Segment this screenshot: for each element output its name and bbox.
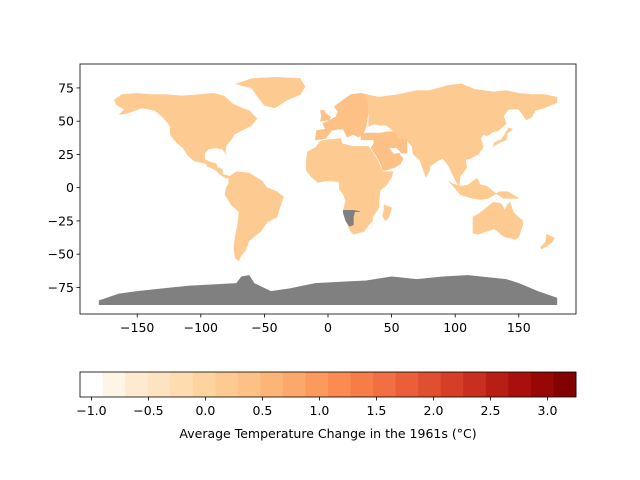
colorbar-tick-label: 0.5: [252, 403, 272, 418]
colorbar-tick-label: 0.0: [195, 403, 215, 418]
region-africa: [306, 138, 394, 235]
colorbar-label: Average Temperature Change in the 1961s …: [179, 426, 476, 441]
colorbar: −1.0 −0.5 0.0 0.5 1.0 1.5 2.0 2.5 3.0 Average Te…: [76, 371, 577, 441]
colorbar-tick-label: 1.5: [367, 403, 387, 418]
region-greenland: [236, 77, 306, 109]
colorbar-ticks: −1.0 −0.5 0.0 0.5 1.0 1.5 2.0 2.5 3.0: [76, 397, 557, 418]
y-tick-label: 0: [66, 180, 74, 195]
colorbar-tick-label: 3.0: [538, 403, 558, 418]
x-tick-label: −150: [120, 320, 154, 335]
colorbar-tick-label: 1.0: [310, 403, 330, 418]
x-tick-label: 0: [324, 320, 332, 335]
colorbar-bin: [215, 372, 239, 397]
map-land: [98, 77, 558, 306]
y-axis-ticks: 75 50 25 0 −25 −50 −75: [48, 80, 80, 295]
colorbar-bin: [305, 372, 329, 397]
colorbar-tick-label: 2.0: [424, 403, 444, 418]
colorbar-bin: [440, 372, 464, 397]
colorbar-bin: [237, 372, 261, 397]
colorbar-tick-label: 2.5: [481, 403, 501, 418]
x-axis-ticks: −150 −100 −50 0 50 100 150: [120, 314, 531, 335]
y-tick-label: 25: [58, 147, 74, 162]
region-antarctica: [98, 275, 558, 306]
colorbar-bin: [418, 372, 442, 397]
colorbar-bin: [102, 372, 126, 397]
region-namibia: [342, 210, 361, 227]
colorbar-bin: [350, 372, 374, 397]
x-tick-label: −100: [184, 320, 218, 335]
colorbar-bin: [282, 372, 306, 397]
y-tick-label: 75: [58, 80, 74, 95]
colorbar-bin: [530, 372, 554, 397]
colorbar-bin: [508, 372, 532, 397]
colorbar-bins: [80, 372, 577, 397]
region-madagascar: [382, 204, 392, 222]
colorbar-bin: [395, 372, 419, 397]
region-australia: [472, 202, 523, 240]
x-tick-label: 50: [384, 320, 400, 335]
colorbar-bin: [328, 372, 351, 397]
colorbar-bin: [80, 372, 103, 397]
colorbar-tick-label: −0.5: [133, 403, 163, 418]
region-central-america: [204, 159, 231, 179]
y-tick-label: −75: [48, 280, 74, 295]
y-tick-label: −25: [48, 213, 74, 228]
region-indonesia: [448, 178, 520, 200]
colorbar-bin: [373, 372, 397, 397]
region-north-america: [114, 93, 258, 164]
x-tick-label: 100: [443, 320, 467, 335]
colorbar-bin: [553, 372, 577, 397]
region-asia: [378, 114, 499, 187]
region-new-zealand: [540, 233, 555, 250]
colorbar-bin: [260, 372, 284, 397]
colorbar-bin: [192, 372, 216, 397]
region-japan: [492, 127, 513, 147]
map-axes: −150 −100 −50 0 50 100 150 75 50 25 0 −25 −50 −75: [48, 63, 577, 335]
colorbar-bin: [170, 372, 194, 397]
colorbar-bin: [485, 372, 509, 397]
colorbar-bin: [147, 372, 171, 397]
region-middle-east: [360, 131, 408, 171]
colorbar-tick-label: −1.0: [76, 403, 106, 418]
y-tick-label: −50: [48, 247, 74, 262]
colorbar-bin: [463, 372, 487, 397]
region-uk: [320, 110, 331, 122]
x-tick-label: −50: [251, 320, 277, 335]
colorbar-bin: [125, 372, 149, 397]
region-south-america: [224, 171, 284, 262]
colorbar-frame: [79, 371, 577, 398]
x-tick-label: 150: [507, 320, 531, 335]
y-tick-label: 50: [58, 114, 74, 129]
